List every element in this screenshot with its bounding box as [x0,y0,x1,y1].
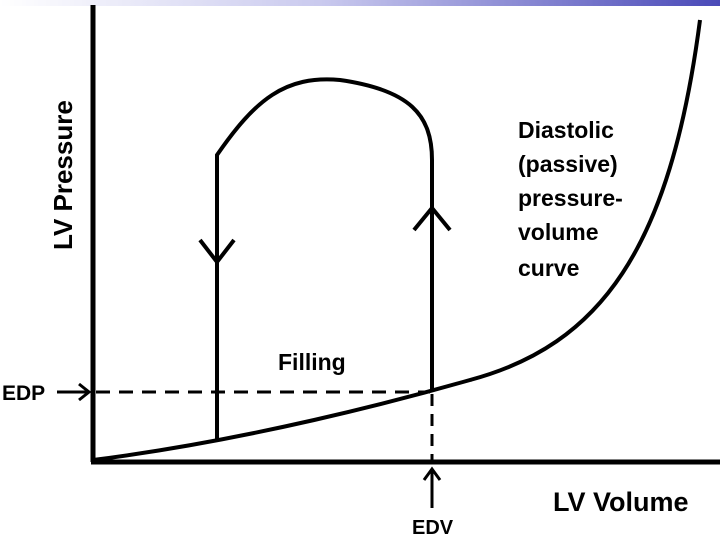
curve-label-line-4: volume [518,219,599,245]
pv-loop [215,77,434,441]
edp-label: EDP [2,382,45,405]
edv-arrow-icon [422,466,442,481]
up-arrow-icon [412,204,452,232]
filling-label: Filling [278,349,346,375]
down-arrow-icon [198,238,236,266]
curve-label-line-3: pressure- [518,185,623,211]
curve-label-line-2: (passive) [518,151,618,177]
edp-arrow-icon [78,382,92,402]
x-axis-label: LV Volume [553,487,689,517]
curve-label-line-1: Diastolic [518,117,614,143]
top-accent-band [0,0,720,6]
diastolic-curve [92,19,702,462]
edv-label: EDV [412,517,454,539]
curve-label-line-5: curve [518,255,579,281]
y-axis-label: LV Pressure [48,100,78,250]
